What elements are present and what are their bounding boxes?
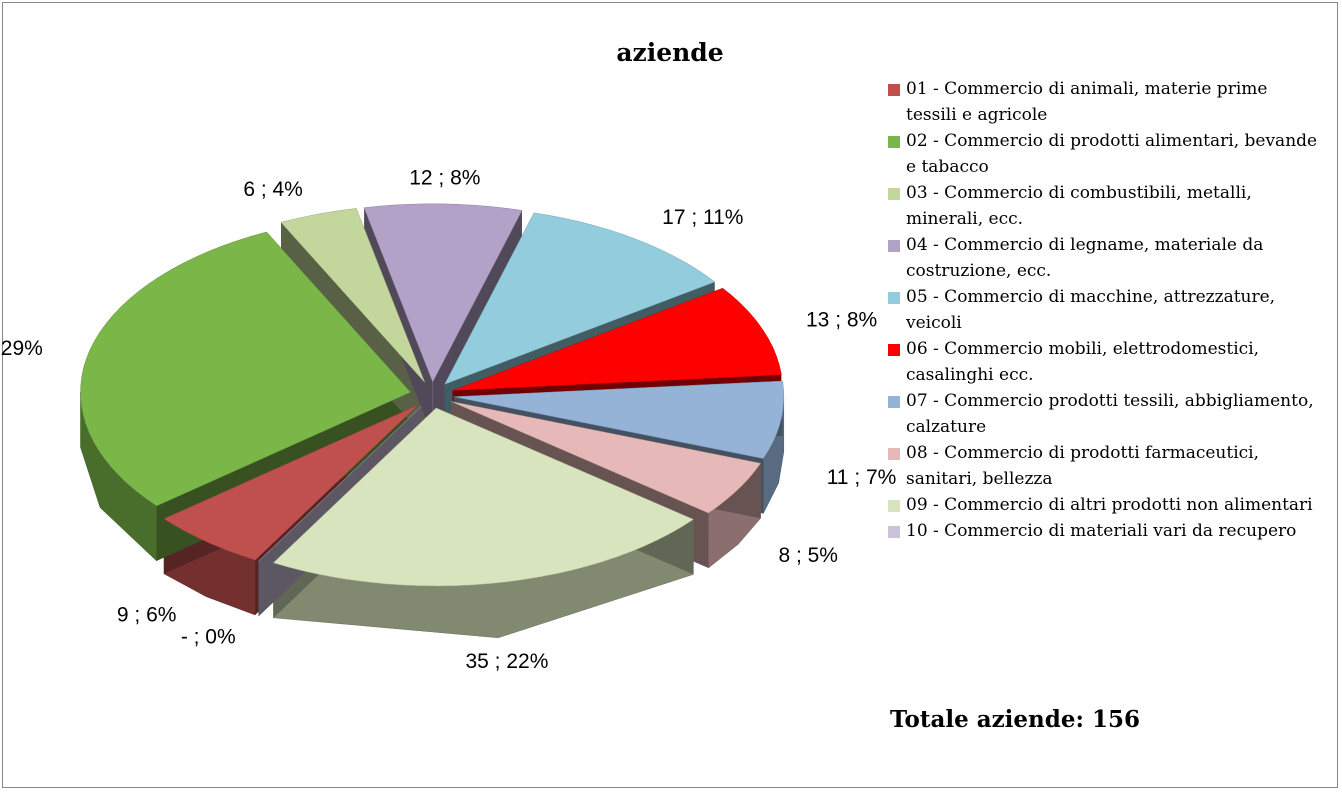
legend-label: 04 - Commercio di legname, materiale da … — [906, 235, 1264, 281]
slice — [444, 212, 716, 385]
slice — [452, 287, 782, 391]
legend: 01 - Commercio di animali, materie prime… — [888, 76, 1318, 544]
legend-item: 07 - Commercio prodotti tessili, abbigli… — [888, 388, 1318, 440]
legend-swatch — [888, 84, 900, 96]
legend-label: 01 - Commercio di animali, materie prime… — [906, 79, 1268, 125]
legend-swatch — [888, 136, 900, 148]
legend-swatch — [888, 526, 900, 538]
data-label: - ; 0% — [181, 626, 236, 649]
legend-swatch — [888, 188, 900, 200]
data-label: 6 ; 4% — [243, 178, 303, 201]
data-label: 12 ; 8% — [409, 167, 480, 190]
legend-label: 06 - Commercio mobili, elettrodomestici,… — [906, 339, 1260, 385]
legend-swatch — [888, 448, 900, 460]
legend-item: 03 - Commercio di combustibili, metalli,… — [888, 180, 1318, 232]
slice — [453, 380, 785, 459]
legend-swatch — [888, 240, 900, 252]
legend-item: 09 - Commercio di altri prodotti non ali… — [888, 492, 1318, 518]
slice — [258, 406, 422, 562]
data-label: 17 ; 11% — [662, 206, 743, 229]
legend-item: 01 - Commercio di animali, materie prime… — [888, 76, 1318, 128]
data-label: 45 ; 29% — [0, 337, 43, 360]
data-label: 13 ; 8% — [806, 308, 877, 331]
slice — [163, 404, 419, 561]
legend-label: 03 - Commercio di combustibili, metalli,… — [906, 183, 1252, 229]
data-label: 11 ; 7% — [827, 466, 897, 489]
legend-item: 10 - Commercio di materiali vari da recu… — [888, 518, 1318, 544]
legend-item: 04 - Commercio di legname, materiale da … — [888, 232, 1318, 284]
legend-label: 10 - Commercio di materiali vari da recu… — [906, 521, 1297, 541]
legend-item: 02 - Commercio di prodotti alimentari, b… — [888, 128, 1318, 180]
slice — [280, 208, 426, 383]
legend-item: 08 - Commercio di prodotti farmaceutici,… — [888, 440, 1318, 492]
data-label: 35 ; 22% — [465, 650, 548, 673]
legend-item: 05 - Commercio di macchine, attrezzature… — [888, 284, 1318, 336]
slice — [451, 401, 762, 514]
data-label: 9 ; 6% — [117, 603, 177, 626]
legend-label: 07 - Commercio prodotti tessili, abbigli… — [906, 391, 1314, 437]
legend-label: 02 - Commercio di prodotti alimentari, b… — [906, 131, 1318, 177]
legend-label: 05 - Commercio di macchine, attrezzature… — [906, 287, 1276, 333]
legend-swatch — [888, 344, 900, 356]
slice — [363, 203, 523, 383]
legend-swatch — [888, 292, 900, 304]
legend-label: 08 - Commercio di prodotti farmaceutici,… — [906, 443, 1260, 489]
legend-item: 06 - Commercio mobili, elettrodomestici,… — [888, 336, 1318, 388]
annotation: Totale aziende: 156 — [890, 706, 1141, 733]
legend-label: 09 - Commercio di altri prodotti non ali… — [906, 495, 1313, 515]
slice — [272, 407, 694, 587]
chart-title: aziende — [616, 38, 724, 67]
legend-swatch — [888, 500, 900, 512]
slice — [80, 231, 411, 507]
legend-swatch — [888, 396, 900, 408]
data-label: 8 ; 5% — [778, 544, 838, 567]
